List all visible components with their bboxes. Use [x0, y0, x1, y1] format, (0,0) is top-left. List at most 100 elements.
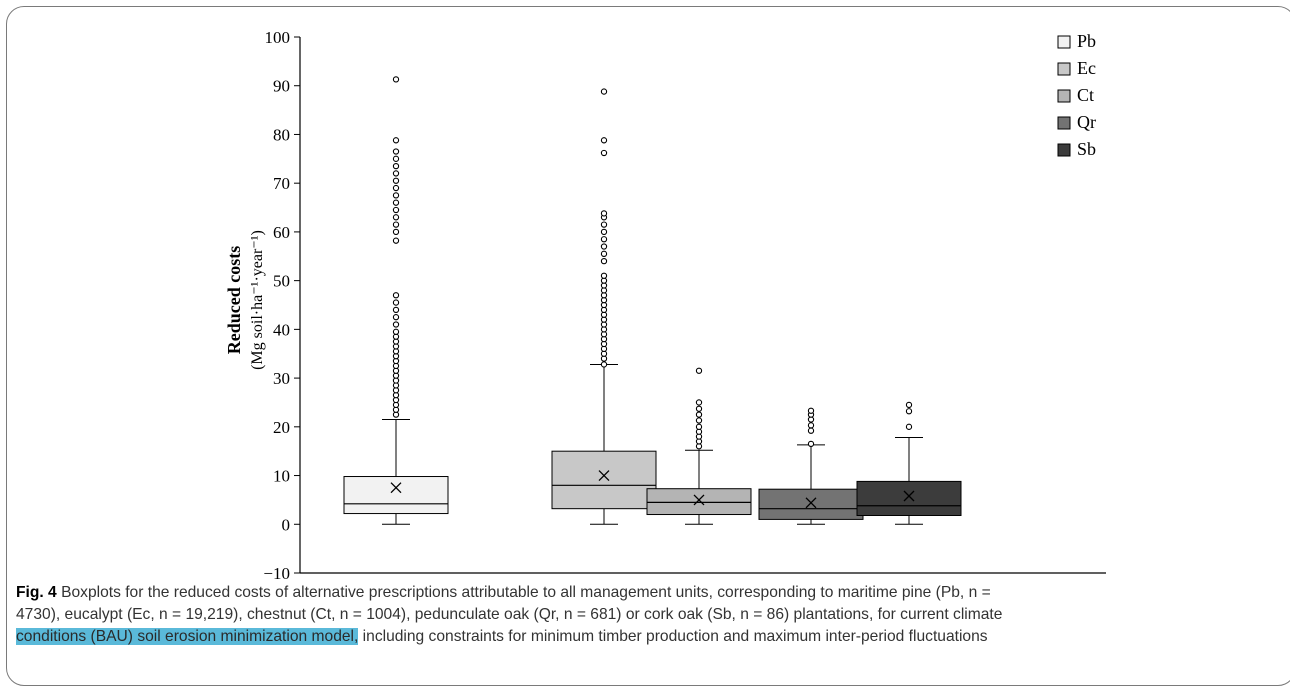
box-ct: [646, 367, 752, 525]
outlier-point: [695, 423, 703, 430]
outlier-point: [392, 170, 400, 177]
y-tick-label: 100: [265, 28, 291, 47]
outlier-point: [807, 407, 815, 414]
legend-label: Pb: [1077, 31, 1096, 51]
mean-marker: [903, 490, 915, 502]
legend-item-ec: Ec: [1057, 58, 1096, 78]
outlier-point: [392, 162, 400, 170]
box-ec: [551, 88, 657, 525]
outlier-point: [392, 237, 400, 244]
outlier-point: [392, 314, 400, 321]
outlier-point: [600, 257, 608, 265]
outlier-point: [392, 148, 400, 155]
y-tick-label: 80: [273, 125, 290, 144]
outlier-point: [392, 199, 400, 206]
outlier-point: [600, 250, 608, 257]
y-tick-label: 30: [273, 369, 290, 388]
mean-marker: [390, 482, 402, 494]
outlier-point: [905, 423, 913, 430]
legend-swatch: [1057, 116, 1071, 130]
legend-item-pb: Pb: [1057, 31, 1096, 51]
y-tick-label: 10: [273, 467, 290, 486]
y-tick-label: 20: [273, 418, 290, 437]
outlier-point: [392, 328, 400, 335]
outlier-point: [392, 76, 400, 83]
outlier-point: [392, 228, 400, 236]
box-qr: [758, 407, 864, 525]
iqr-box: [646, 488, 752, 516]
caption-line-3: conditions (BAU) soil erosion minimizati…: [16, 626, 1278, 648]
outlier-point: [600, 88, 608, 95]
legend-label: Ec: [1077, 58, 1096, 78]
outlier-point: [392, 206, 400, 214]
legend-swatch: [1057, 35, 1071, 49]
outlier-point: [392, 299, 400, 306]
y-tick-label: 90: [273, 77, 290, 96]
outlier-point: [807, 422, 815, 429]
legend-item-ct: Ct: [1057, 85, 1094, 105]
outlier-point: [392, 177, 400, 184]
caption-line-2: 4730), eucalypt (Ec, n = 19,219), chestn…: [16, 606, 1003, 623]
outlier-point: [695, 399, 703, 406]
y-axis-title-main: Reduced costs: [224, 246, 244, 355]
y-tick-label: 60: [273, 223, 290, 242]
legend-label: Qr: [1077, 112, 1096, 132]
iqr-box: [551, 450, 657, 510]
caption-text-3: including constraints for minimum timber…: [358, 628, 988, 645]
outlier-point: [392, 292, 400, 299]
y-axis-title-units: (Mg soil·ha⁻¹·year⁻¹): [249, 230, 266, 370]
iqr-box: [343, 476, 449, 515]
outlier-point: [695, 417, 703, 424]
outlier-point: [600, 236, 608, 243]
iqr-box: [758, 488, 864, 520]
outlier-point: [600, 149, 608, 157]
outlier-point: [392, 137, 400, 144]
boxes: [343, 76, 962, 525]
legend-item-sb: Sb: [1057, 139, 1096, 159]
box-pb: [343, 76, 449, 525]
outlier-point: [600, 243, 608, 250]
outlier-point: [905, 408, 913, 415]
outlier-point: [600, 228, 608, 236]
caption-label: Fig. 4: [16, 584, 57, 601]
outlier-point: [695, 367, 703, 374]
outlier-point: [392, 321, 400, 328]
y-axis-title: Reduced costs (Mg soil·ha⁻¹·year⁻¹): [224, 230, 266, 370]
y-tick-label: 50: [273, 272, 290, 291]
outlier-point: [600, 210, 608, 217]
y-tick-label: −10: [263, 564, 290, 580]
outlier-point: [600, 137, 608, 144]
y-tick-label: 40: [273, 320, 290, 339]
box-sb: [856, 401, 962, 525]
outlier-point: [600, 221, 608, 228]
legend-label: Sb: [1077, 139, 1096, 159]
outlier-point: [600, 361, 608, 368]
mean-marker: [805, 497, 817, 509]
legend: Pb Ec Ct Qr Sb: [1057, 31, 1096, 159]
outlier-point: [600, 272, 608, 279]
outlier-point: [807, 440, 815, 448]
mean-marker: [693, 494, 705, 506]
outlier-point: [392, 192, 400, 199]
legend-swatch: [1057, 143, 1071, 157]
outlier-point: [695, 405, 703, 412]
outlier-point: [392, 306, 400, 314]
legend-swatch: [1057, 62, 1071, 76]
y-tick-label: 70: [273, 174, 290, 193]
legend-label: Ct: [1077, 85, 1094, 105]
y-tick-label: 0: [282, 515, 291, 534]
mean-marker: [598, 470, 610, 482]
caption-text-1: Boxplots for the reduced costs of altern…: [61, 584, 991, 601]
caption-line-1: Fig. 4 Boxplots for the reduced costs of…: [16, 582, 1278, 604]
outlier-point: [695, 411, 703, 418]
outlier-point: [392, 214, 400, 221]
caption-highlight[interactable]: conditions (BAU) soil erosion minimizati…: [16, 628, 359, 645]
legend-swatch: [1057, 89, 1071, 103]
outlier-point: [392, 184, 400, 192]
outlier-point: [392, 155, 400, 162]
figure-caption: Fig. 4 Boxplots for the reduced costs of…: [16, 582, 1278, 648]
outlier-point: [807, 427, 815, 434]
legend-item-qr: Qr: [1057, 112, 1096, 132]
